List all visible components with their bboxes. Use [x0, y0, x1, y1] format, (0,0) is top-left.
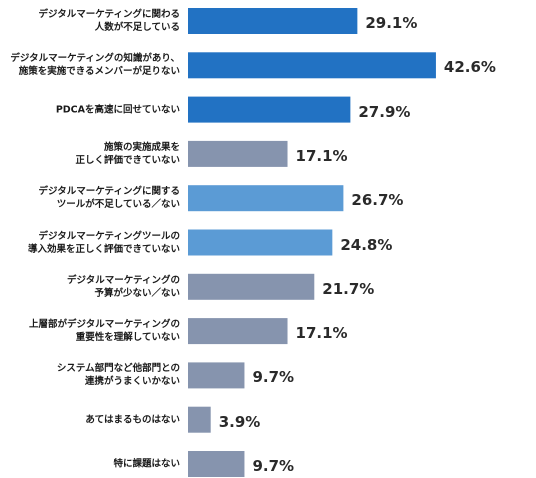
- bar: [188, 8, 358, 34]
- category-label: 施策の実施成果を 正しく評価できていない: [75, 141, 180, 166]
- bar: [188, 451, 245, 477]
- category-label: デジタルマーケティングツールの 導入効果を正しく評価できていない: [27, 230, 180, 255]
- category-label: デジタルマーケティングの 予算が少ない／ない: [66, 274, 180, 299]
- value-label: 27.9%: [358, 102, 411, 121]
- category-label: 特に課題はない: [113, 458, 180, 470]
- bar: [188, 362, 245, 389]
- category-label: デジタルマーケティングの知識があり、 施策を実施できるメンバーが足りない: [10, 53, 180, 78]
- value-label: 42.6%: [443, 58, 496, 77]
- category-label: デジタルマーケティングに関する ツールが不足している／ない: [38, 186, 180, 211]
- value-label: 17.1%: [295, 146, 348, 165]
- bar: [188, 229, 333, 256]
- value-label: 29.1%: [365, 14, 418, 32]
- bar: [188, 318, 288, 345]
- bar: [188, 273, 315, 300]
- category-label: デジタルマーケティングに関わる 人数が不足している: [38, 9, 180, 33]
- category-label: 上層部がデジタルマーケティングの 重要性を理解していない: [28, 319, 180, 344]
- bar: [188, 185, 344, 212]
- value-label: 3.9%: [218, 412, 261, 431]
- category-label: システム部門など他部門との 連携がうまくいかない: [56, 363, 180, 388]
- bar: [188, 406, 211, 433]
- value-label: 26.7%: [351, 191, 404, 210]
- value-label: 24.8%: [340, 235, 393, 254]
- bar: [188, 52, 436, 79]
- value-label: 21.7%: [322, 279, 375, 298]
- value-label: 9.7%: [252, 368, 295, 387]
- category-label: PDCAを高速に回せていない: [55, 104, 180, 116]
- bar: [188, 140, 288, 167]
- value-label: 17.1%: [295, 324, 348, 343]
- value-label: 9.7%: [252, 457, 295, 475]
- category-label: あてはまるものはない: [85, 414, 180, 426]
- bar: [188, 96, 351, 123]
